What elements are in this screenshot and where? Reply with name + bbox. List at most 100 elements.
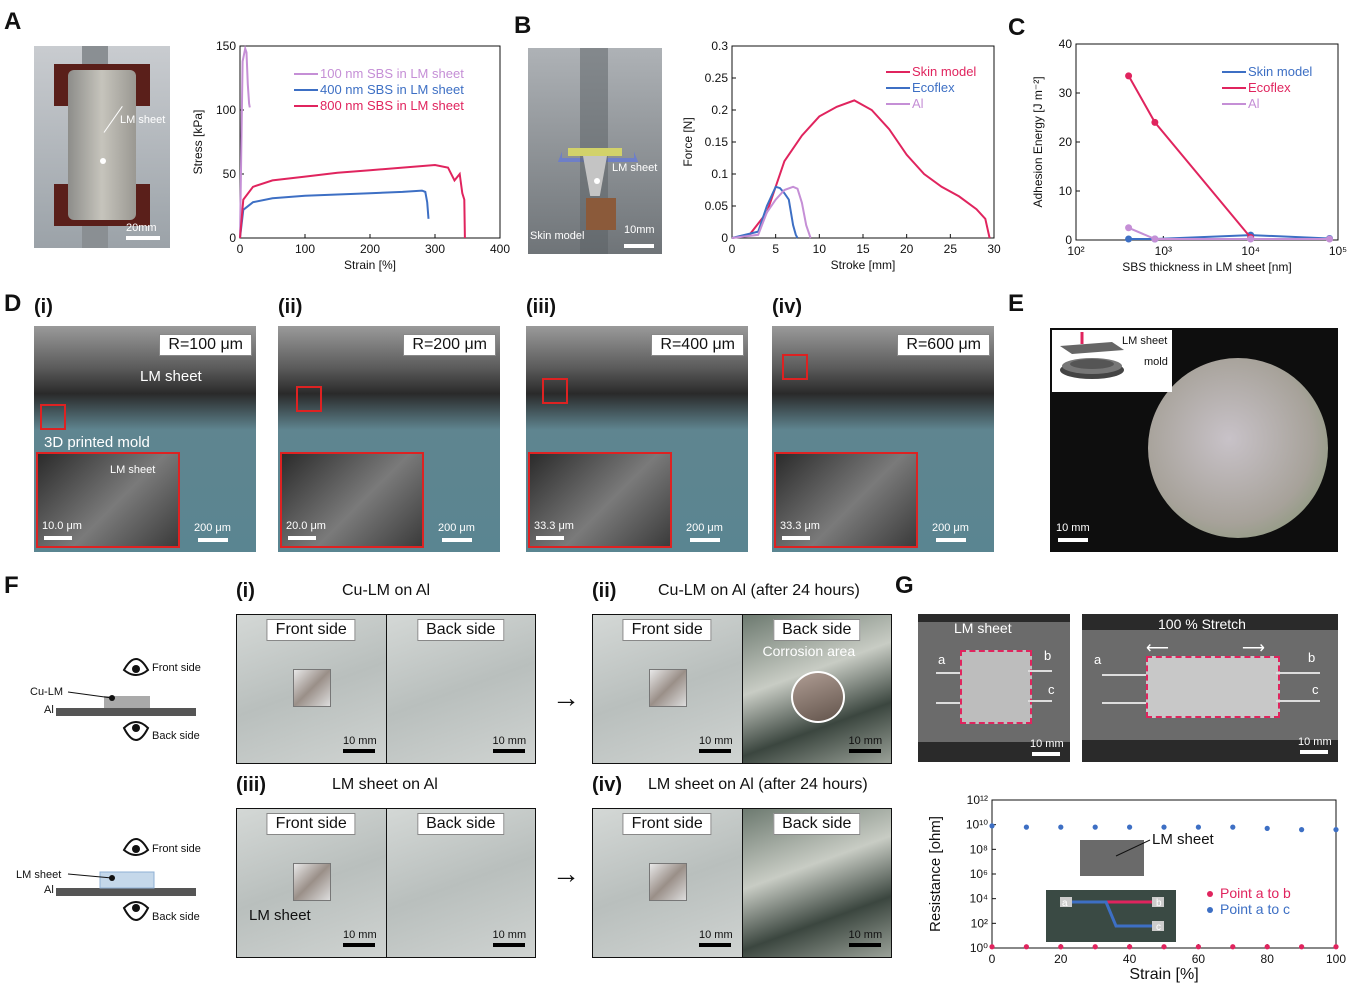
front-side-label: Front side xyxy=(622,619,712,641)
schematic-f1-al: Al xyxy=(44,704,54,716)
x-tick-label: 10 xyxy=(813,242,827,256)
x-tick-label: 10² xyxy=(1067,244,1084,258)
photo-pair: Front side 10 mm Back side 10 mm xyxy=(236,614,536,764)
scale-b: 10mm xyxy=(624,224,655,236)
lm-sheet-callout: LM sheet xyxy=(249,907,311,924)
subpanel-d-label: (iii) xyxy=(526,296,556,318)
arrow-f-bottom: → xyxy=(552,858,580,889)
corrosion-area-label: Corrosion area xyxy=(762,643,856,659)
x-tick-label: 20 xyxy=(900,242,914,256)
front-side-photo: Front side 10 mm xyxy=(593,809,743,957)
main-scale: 200 μm xyxy=(932,522,969,534)
inset-c: c xyxy=(1156,922,1161,933)
g1-scale: 10 mm xyxy=(1030,738,1064,750)
inset-scale: 10.0 μm xyxy=(42,520,82,532)
stretch-right-arrow-icon: ⟶ xyxy=(1242,640,1265,657)
back-side-photo: Back side 10 mm xyxy=(386,615,535,763)
x-tick-label: 20 xyxy=(1054,952,1068,966)
legend-label: Al xyxy=(1248,96,1260,111)
data-point xyxy=(1058,944,1064,950)
y-tick-label: 0 xyxy=(1065,233,1072,247)
data-point xyxy=(1023,944,1029,950)
y-tick-label: 0 xyxy=(229,231,236,245)
radius-label: R=200 μm xyxy=(403,334,496,356)
series-line xyxy=(731,185,812,239)
back-side-label: Back side xyxy=(417,813,505,835)
zoom-region-box xyxy=(40,404,66,430)
legend-swatch xyxy=(1207,891,1213,897)
front-side-photo: Front side LM sheet 10 mm xyxy=(237,809,387,957)
series-line xyxy=(1128,234,1330,240)
photo-pair: Front side 10 mm Back side Corrosion area 10… xyxy=(592,614,892,764)
y-tick-label: 20 xyxy=(1059,135,1073,149)
series-line xyxy=(239,189,430,239)
inset-scale: 33.3 μm xyxy=(534,520,574,532)
panel-label-g: G xyxy=(895,572,914,599)
y-tick-label: 0.05 xyxy=(705,199,729,213)
back-side-label: Back side xyxy=(773,813,861,835)
inset-scale: 20.0 μm xyxy=(286,520,326,532)
sample-patch xyxy=(649,669,687,707)
legend-label: Ecoflex xyxy=(912,80,955,95)
g2-point-a: a xyxy=(1094,652,1102,667)
photo-peel-test: LM sheet Skin model 10mm xyxy=(528,48,662,254)
x-tick-label: 60 xyxy=(1192,952,1206,966)
label-skin-model-b: Skin model xyxy=(530,230,585,242)
y-tick-label: 10¹⁰ xyxy=(966,818,988,832)
data-point xyxy=(1092,944,1098,950)
data-point xyxy=(1161,944,1167,950)
mold-schematic-icon xyxy=(1060,332,1124,379)
label-lm-sheet-a: LM sheet xyxy=(120,114,166,126)
main-scale: 200 μm xyxy=(438,522,475,534)
series-line xyxy=(239,163,466,239)
y-tick-label: 10² xyxy=(971,916,988,930)
inset-a: a xyxy=(1062,898,1068,909)
corrosion-area-circle xyxy=(790,671,845,723)
schematic-f2-back: Back side xyxy=(152,911,200,923)
radius-label: R=600 μm xyxy=(897,334,990,356)
y-axis-label: Adhesion Energy [J m⁻²] xyxy=(1031,76,1045,207)
data-point xyxy=(1264,825,1270,831)
inset-path-ac xyxy=(1070,900,1154,928)
zoom-region-box xyxy=(542,378,568,404)
front-side-label: Front side xyxy=(622,813,712,835)
x-tick-label: 200 xyxy=(360,242,380,256)
sample-patch xyxy=(293,863,331,901)
g1-point-b: b xyxy=(1044,648,1052,663)
y-tick-label: 0.3 xyxy=(711,39,728,53)
chart-c-adhesion-energy: 10² 10³ 10⁴ 10⁵ 0 10 20 30 40 SBS thickness in LM… xyxy=(1031,37,1347,274)
data-marker xyxy=(1125,224,1133,232)
g1-point-c: c xyxy=(1048,682,1055,697)
back-side-photo: Back side 10 mm xyxy=(386,809,535,957)
radius-label: R=400 μm xyxy=(651,334,744,356)
x-tick-label: 15 xyxy=(856,242,870,256)
data-point xyxy=(1127,944,1133,950)
series-line xyxy=(1128,226,1330,240)
y-tick-label: 0 xyxy=(721,231,728,245)
data-point xyxy=(989,944,995,950)
front-side-photo: Front side 10 mm xyxy=(593,615,743,763)
g2-point-c: c xyxy=(1312,682,1319,697)
y-tick-label: 0.25 xyxy=(705,71,729,85)
legend-label: Skin model xyxy=(912,64,976,79)
scale-label: 10 mm xyxy=(848,735,883,747)
zoom-region-box xyxy=(296,386,322,412)
subpanel-f-label: (ii) xyxy=(592,580,617,602)
data-marker xyxy=(1326,235,1334,243)
legend-label: 100 nm SBS in LM sheet xyxy=(320,66,464,81)
data-marker xyxy=(1151,235,1159,243)
legend-label: 800 nm SBS in LM sheet xyxy=(320,98,464,113)
subpanel-d-label: (ii) xyxy=(278,296,303,318)
sem-inset: 10.0 μm LM sheet xyxy=(36,452,180,548)
g1-point-a: a xyxy=(938,652,946,667)
x-tick-label: 10⁵ xyxy=(1329,244,1347,258)
scale-label: 10 mm xyxy=(492,735,527,747)
back-side-photo: Back side Corrosion area 10 mm xyxy=(742,615,891,763)
legend-swatch xyxy=(1207,907,1213,913)
front-side-photo: Front side 10 mm xyxy=(237,615,387,763)
data-point xyxy=(1023,824,1029,830)
label-lm-sheet-b: LM sheet xyxy=(612,162,658,174)
x-axis-label: Strain [%] xyxy=(344,258,396,272)
legend-label: Point a to b xyxy=(1220,885,1291,901)
inset-scale: 33.3 μm xyxy=(780,520,820,532)
